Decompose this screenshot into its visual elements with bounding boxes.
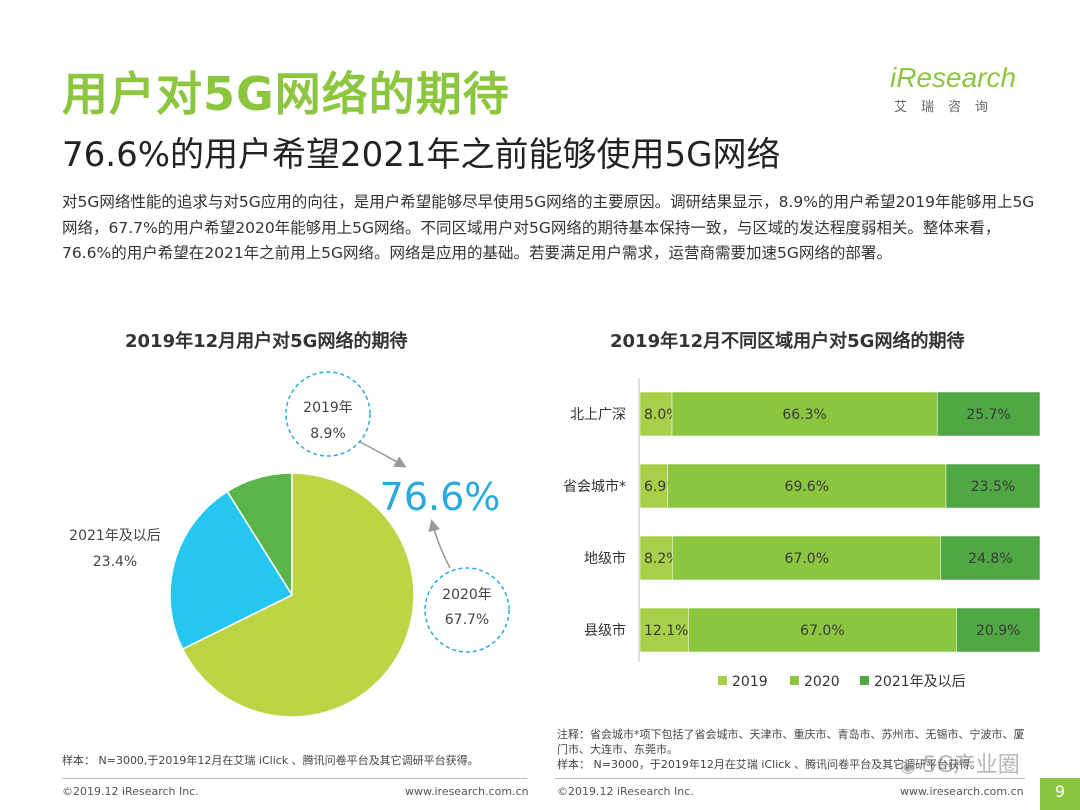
seg-2021 [936, 391, 1041, 437]
page-subtitle: 76.6%的用户希望2021年之前能够使用5G网络 [62, 135, 781, 175]
callout-2019-circle [285, 371, 371, 457]
footer-url-left: www.iresearch.com.cn [405, 785, 529, 798]
seg-2020 [672, 535, 942, 581]
legend-label: 2021年及以后 [874, 674, 966, 690]
data-label: 23.5% [971, 479, 1015, 495]
legend-label: 2020 [804, 674, 840, 690]
right-annotation-note: 注释：省会城市*项下包括了省会城市、天津市、重庆市、青岛市、苏州市、无锡市、宁波… [557, 728, 1025, 756]
data-label: 8.0% [644, 407, 680, 423]
legend-swatch [790, 676, 799, 685]
wechat-icon: ◉ [900, 756, 916, 777]
pie-chart-title: 2019年12月用户对5G网络的期待 [125, 331, 408, 352]
arrow-2019 [359, 441, 407, 468]
legend-label: 2019 [732, 674, 768, 690]
seg-2019 [639, 391, 673, 437]
summary-paragraph: 对5G网络性能的追求与对5G应用的向往，是用户希望能够尽早使用5G网络的主要原因… [62, 193, 1035, 262]
right-sample-note: 样本： N=3000，于2019年12月在艾瑞 iClick 、腾讯问卷平台及其… [557, 758, 982, 771]
footer-divider-right [555, 778, 1025, 779]
seg-2019 [639, 607, 689, 653]
category-label: 地级市 [584, 550, 626, 567]
iresearch-logo: iResearch 艾瑞咨询 [890, 62, 1040, 132]
footer-copyright-right: ©2019.12 iResearch Inc. [557, 785, 694, 798]
footer-divider-left [62, 778, 527, 779]
logo-subtext: 艾瑞咨询 [894, 100, 1003, 115]
pie-label-2019: 2019年 [303, 400, 353, 416]
data-label: 8.2% [644, 551, 680, 567]
seg-2020 [667, 463, 947, 509]
data-label: 66.3% [782, 407, 826, 423]
seg-2020 [671, 391, 938, 437]
data-label: 24.8% [968, 551, 1012, 567]
pie-value-2020: 67.7% [445, 612, 489, 628]
pie-chart: 2019年 8.9% 2020年 67.7% 2021年及以后 23.4% 76… [69, 371, 510, 718]
seg-2021 [945, 463, 1041, 509]
pie-value-2019: 8.9% [310, 426, 346, 442]
category-label: 北上广深 [570, 407, 626, 423]
highlight-total: 76.6% [380, 475, 501, 519]
pie-slice-2021 [169, 490, 294, 651]
seg-2019 [639, 535, 674, 581]
data-label: 12.1% [644, 623, 688, 639]
legend-swatch [860, 676, 869, 685]
arrow-2020 [428, 519, 451, 569]
page-title: 用户对5G网络的期待 [62, 67, 510, 121]
callout-2020-circle [424, 567, 510, 653]
page-number: 9 [1054, 782, 1066, 801]
seg-2021 [940, 535, 1041, 581]
left-sample-note: 样本： N=3000,于2019年12月在艾瑞 iClick 、腾讯问卷平台及其… [62, 754, 479, 767]
bar-chart-title: 2019年12月不同区域用户对5G网络的期待 [610, 331, 965, 352]
seg-2021 [956, 607, 1041, 653]
logo-text: iResearch [890, 62, 1017, 93]
pie-label-2020: 2020年 [442, 587, 492, 603]
stacked-bar-chart: 北上广深 8.0% 66.3% 25.7%省会城市* 6.9% 69.6% 23.5%地级市… [563, 378, 1041, 690]
category-label: 省会城市* [563, 478, 626, 495]
watermark: ◉ 5G产业圈 [900, 747, 1020, 779]
page-number-badge: 9 [1040, 778, 1080, 810]
footer-url-right: www.iresearch.com.cn [900, 785, 1024, 798]
data-label: 25.7% [966, 407, 1010, 423]
seg-2020 [688, 607, 957, 653]
legend-swatch [718, 676, 727, 685]
data-label: 20.9% [976, 623, 1020, 639]
data-label: 69.6% [785, 479, 829, 495]
pie-value-2021: 23.4% [93, 554, 137, 570]
data-label: 67.0% [785, 551, 829, 567]
footer-copyright-left: ©2019.12 iResearch Inc. [62, 785, 199, 798]
pie-label-2021: 2021年及以后 [69, 528, 161, 544]
pie-slice-2020 [181, 472, 415, 718]
data-label: 67.0% [800, 623, 844, 639]
watermark-text: 5G产业圈 [922, 753, 1020, 778]
category-label: 县级市 [584, 622, 626, 639]
